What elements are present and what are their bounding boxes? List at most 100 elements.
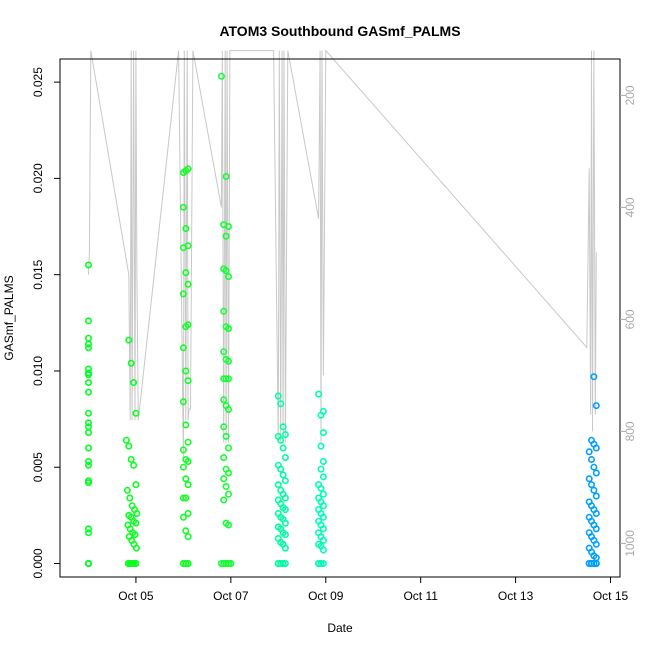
data-point xyxy=(592,402,600,410)
data-point xyxy=(85,378,93,386)
data-point xyxy=(281,559,289,567)
data-point xyxy=(592,509,600,517)
altitude-line xyxy=(88,49,597,460)
chart-title: ATOM3 Southbound GASmf_PALMS xyxy=(219,23,460,39)
data-point xyxy=(222,432,230,440)
data-point xyxy=(126,559,134,567)
data-point xyxy=(130,378,138,386)
series-2 xyxy=(179,165,192,567)
data-point xyxy=(274,392,282,400)
x-axis-label: Date xyxy=(327,621,353,635)
data-point xyxy=(222,232,230,240)
data-point xyxy=(592,540,600,548)
data-point xyxy=(592,444,600,452)
data-point xyxy=(179,494,187,502)
data-point xyxy=(179,203,187,211)
data-point xyxy=(85,317,93,325)
data-point xyxy=(277,465,285,473)
data-point xyxy=(85,559,93,567)
data-point xyxy=(317,465,325,473)
y-axis: 0.000 0.005 0.010 0.015 0.020 0.025 xyxy=(31,67,60,579)
data-point xyxy=(279,444,287,452)
data-point xyxy=(319,429,327,437)
x-tick-label: Oct 09 xyxy=(308,589,344,603)
data-point xyxy=(182,367,190,375)
data-point xyxy=(225,469,233,477)
data-point xyxy=(85,261,93,269)
data-point xyxy=(182,494,190,502)
data-point xyxy=(222,482,230,490)
data-point xyxy=(225,357,233,365)
data-point xyxy=(317,442,325,450)
data-point xyxy=(225,559,233,567)
data-point xyxy=(220,307,228,315)
data-point xyxy=(317,559,325,567)
series-4 xyxy=(274,392,289,567)
data-point xyxy=(277,436,285,444)
x-tick-label: Oct 07 xyxy=(213,589,249,603)
data-point xyxy=(220,396,228,404)
data-point xyxy=(184,533,192,541)
data-point xyxy=(122,436,130,444)
data-point xyxy=(592,469,600,477)
data-point xyxy=(125,442,133,450)
data-point xyxy=(319,502,327,510)
series-1 xyxy=(122,336,141,567)
data-point xyxy=(590,486,598,494)
data-point xyxy=(222,375,230,383)
data-point xyxy=(179,244,187,252)
data-point xyxy=(184,509,192,517)
data-point xyxy=(319,536,327,544)
data-point xyxy=(85,409,93,417)
data-point xyxy=(85,525,93,533)
data-point xyxy=(85,429,93,437)
data-point xyxy=(585,475,593,483)
data-point xyxy=(85,340,93,348)
x-tick-label: Oct 11 xyxy=(403,589,438,603)
data-point xyxy=(125,336,133,344)
data-point xyxy=(129,559,137,567)
data-point xyxy=(315,390,323,398)
data-point xyxy=(279,559,287,567)
data-point xyxy=(85,371,93,379)
x-axis: Oct 05 Oct 07 Oct 09 Oct 11 Oct 13 Oct 15 xyxy=(118,577,629,603)
altitude-layer xyxy=(88,49,597,460)
data-point xyxy=(317,484,325,492)
data-point xyxy=(179,398,187,406)
data-point xyxy=(182,527,190,535)
series-5 xyxy=(315,390,327,567)
data-point xyxy=(225,223,233,231)
x-tick-label: Oct 13 xyxy=(498,589,534,603)
data-point xyxy=(184,438,192,446)
data-point xyxy=(315,559,323,567)
y2-axis-altitude: 200 400 600 800 1000 xyxy=(620,85,637,557)
data-point xyxy=(184,280,192,288)
data-point xyxy=(85,461,93,469)
data-point xyxy=(317,411,325,419)
data-point xyxy=(281,494,289,502)
y2-tick-label: 600 xyxy=(623,309,637,329)
data-point xyxy=(274,481,282,489)
y-tick-label: 0.005 xyxy=(31,452,45,482)
data-point xyxy=(85,419,93,427)
data-point xyxy=(281,519,289,527)
y-tick-label: 0.015 xyxy=(31,259,45,289)
data-point xyxy=(85,529,93,537)
x-tick-label: Oct 05 xyxy=(118,589,154,603)
data-point xyxy=(587,481,595,489)
data-point xyxy=(126,494,134,502)
data-point xyxy=(179,446,187,454)
data-point xyxy=(225,375,233,383)
data-point xyxy=(220,348,228,356)
data-point xyxy=(85,344,93,352)
data-point xyxy=(179,290,187,298)
data-point xyxy=(179,344,187,352)
data-point xyxy=(319,525,327,533)
data-point xyxy=(132,519,140,527)
data-point xyxy=(319,490,327,498)
data-point xyxy=(85,444,93,452)
x-tick-label: Oct 15 xyxy=(593,589,629,603)
data-point xyxy=(225,490,233,498)
data-point xyxy=(130,461,138,469)
